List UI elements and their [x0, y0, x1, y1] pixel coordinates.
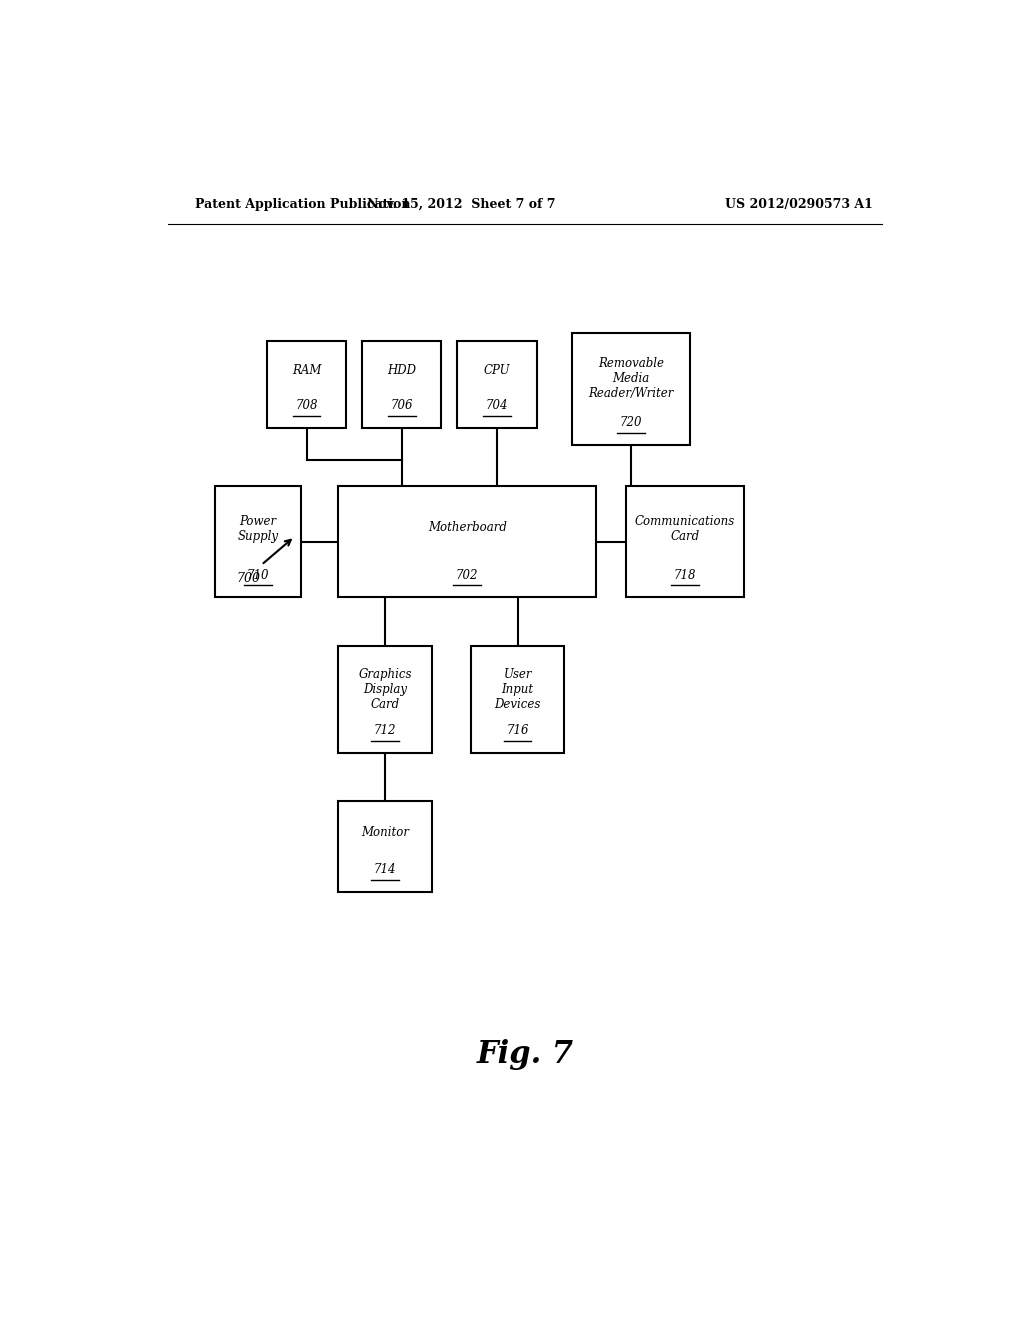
Bar	[338, 801, 432, 892]
Bar	[627, 486, 743, 598]
Text: 716: 716	[507, 725, 529, 737]
Text: 704: 704	[485, 399, 508, 412]
Text: Graphics
Display
Card: Graphics Display Card	[358, 668, 412, 711]
Bar	[471, 647, 564, 752]
Text: Monitor: Monitor	[361, 826, 410, 838]
Text: Nov. 15, 2012  Sheet 7 of 7: Nov. 15, 2012 Sheet 7 of 7	[367, 198, 556, 211]
Text: RAM: RAM	[292, 364, 322, 376]
Bar	[215, 486, 301, 598]
Text: 710: 710	[247, 569, 269, 582]
Text: 712: 712	[374, 725, 396, 737]
Text: 702: 702	[456, 569, 478, 582]
Text: 706: 706	[390, 399, 413, 412]
Bar	[458, 342, 537, 428]
Text: 700: 700	[237, 572, 261, 585]
Bar	[338, 486, 596, 598]
Bar	[338, 647, 432, 752]
Text: 718: 718	[674, 569, 696, 582]
Text: 708: 708	[295, 399, 317, 412]
Text: 714: 714	[374, 863, 396, 876]
Text: Power
Supply: Power Supply	[238, 515, 279, 544]
Text: Removable
Media
Reader/Writer: Removable Media Reader/Writer	[589, 358, 674, 400]
Text: Communications
Card: Communications Card	[635, 515, 735, 544]
Text: 720: 720	[620, 416, 642, 429]
Bar	[362, 342, 441, 428]
Text: Motherboard: Motherboard	[428, 521, 507, 533]
Text: Fig. 7: Fig. 7	[476, 1039, 573, 1071]
Text: US 2012/0290573 A1: US 2012/0290573 A1	[725, 198, 872, 211]
Text: HDD: HDD	[387, 364, 417, 376]
Text: CPU: CPU	[483, 364, 510, 376]
Text: User
Input
Devices: User Input Devices	[495, 668, 541, 711]
Bar	[267, 342, 346, 428]
Text: Patent Application Publication: Patent Application Publication	[196, 198, 411, 211]
Bar	[572, 333, 690, 445]
